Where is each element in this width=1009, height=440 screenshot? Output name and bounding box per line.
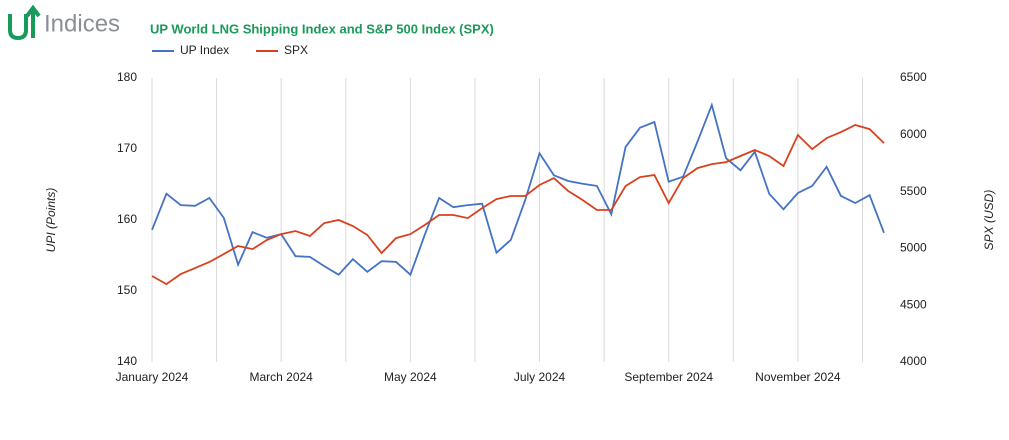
series-line xyxy=(151,124,885,286)
series-line xyxy=(151,102,885,277)
legend-label: UP Index xyxy=(180,43,229,57)
y-tick-label: 170 xyxy=(117,141,137,155)
y-tick-label: 160 xyxy=(117,212,137,226)
chart-title: UP World LNG Shipping Index and S&P 500 … xyxy=(150,21,494,36)
logo-mark xyxy=(8,14,28,41)
x-tick-label: September 2024 xyxy=(624,370,713,384)
x-tick-label: January 2024 xyxy=(116,370,189,384)
logo-text: Indices xyxy=(44,10,120,37)
y2-tick-label: 6500 xyxy=(900,70,927,84)
x-tick-label: March 2024 xyxy=(249,370,313,384)
legend-label: SPX xyxy=(284,43,308,57)
x-tick-label: May 2024 xyxy=(384,370,437,384)
y-axis-label: UPI (Points) xyxy=(44,188,58,253)
y2-tick-label: 5500 xyxy=(900,184,927,198)
y2-tick-label: 4000 xyxy=(900,354,927,368)
y2-axis-label: SPX (USD) xyxy=(982,190,996,251)
logo-arrow xyxy=(25,4,41,38)
x-tick-label: November 2024 xyxy=(755,370,841,384)
y-tick-label: 180 xyxy=(117,70,137,84)
y2-tick-label: 4500 xyxy=(900,297,927,311)
x-tick-label: July 2024 xyxy=(514,370,566,384)
y-tick-label: 150 xyxy=(117,283,137,297)
logo: Indices xyxy=(8,4,120,41)
y2-tick-label: 6000 xyxy=(900,127,927,141)
y2-tick-label: 5000 xyxy=(900,241,927,255)
y-tick-label: 140 xyxy=(117,354,137,368)
